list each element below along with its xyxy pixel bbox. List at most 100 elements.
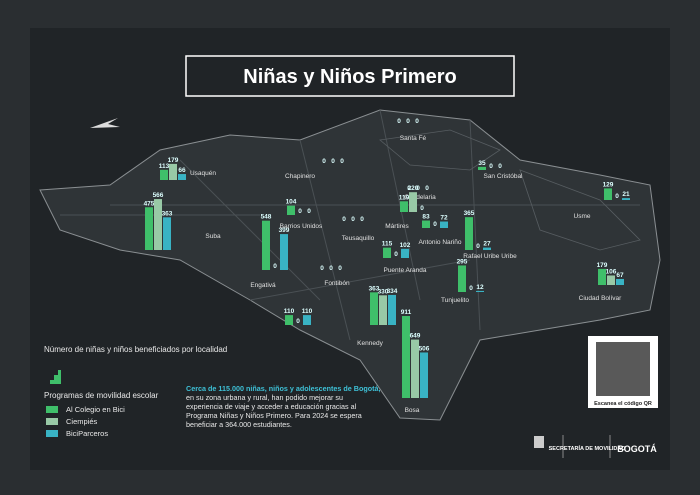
value-label: 115 [382, 241, 393, 248]
bar [154, 199, 162, 250]
note-text: en su zona urbana y rural, han podido me… [186, 393, 362, 429]
legend-swatch [46, 406, 58, 413]
value-label: 110 [302, 308, 313, 315]
value-label: 110 [284, 308, 295, 315]
value-label: 0 [397, 118, 401, 125]
locality-name: Teusaquillo [342, 235, 375, 242]
value-label: 0 [425, 185, 429, 192]
qr-caption: Escanea el código QR [594, 401, 652, 407]
value-label: 0 [420, 205, 424, 212]
value-label: 506 [419, 345, 430, 352]
value-label: 0 [415, 118, 419, 125]
bar [370, 292, 378, 325]
value-label: 649 [410, 333, 421, 340]
bar [411, 339, 419, 398]
value-label: 0 [322, 158, 326, 165]
value-label: 0 [476, 243, 480, 250]
value-label: 0 [406, 118, 410, 125]
bar [458, 265, 466, 292]
value-label: 0 [296, 318, 300, 325]
bar [598, 268, 606, 285]
value-label: 0 [615, 193, 619, 200]
bar [145, 207, 153, 250]
locality-name: Chapinero [285, 173, 315, 180]
bar [409, 192, 417, 212]
value-label: 295 [457, 258, 468, 265]
value-label: 0 [329, 265, 333, 272]
note-highlight: Cerca de 115.000 niñas, niños y adolesce… [186, 384, 381, 393]
value-label: 0 [360, 216, 364, 223]
locality-name: Fontibón [324, 280, 350, 287]
value-label: 363 [369, 285, 380, 292]
value-label: 66 [178, 167, 186, 174]
locality-name: Ciudad Bolívar [579, 295, 622, 302]
value-label: 179 [597, 262, 608, 269]
bar [604, 188, 612, 200]
locality-name: Mártires [385, 223, 409, 230]
qr-pattern [596, 342, 650, 396]
bar [422, 220, 430, 228]
locality-name: Barrios Unidos [280, 223, 323, 230]
bar [285, 315, 293, 325]
value-label: 911 [401, 309, 412, 316]
value-label: 0 [340, 158, 344, 165]
bar [379, 295, 387, 325]
value-label: 220 [408, 185, 419, 192]
value-label: 106 [606, 268, 617, 275]
value-label: 0 [498, 163, 502, 170]
value-label: 104 [286, 199, 297, 206]
legend-label: Al Colegio en Bici [66, 405, 125, 414]
value-label: 566 [153, 192, 164, 199]
legend-icon [46, 370, 61, 384]
locality-name: Kennedy [357, 340, 383, 347]
value-label: 475 [144, 200, 155, 207]
bar [287, 205, 295, 215]
value-label: 113 [159, 163, 170, 170]
bar [483, 247, 491, 250]
logo-movilidad: SECRETARÍA DE MOVILIDAD [549, 444, 626, 452]
locality-borders [379, 129, 641, 251]
value-label: 363 [162, 210, 173, 217]
value-label: 0 [394, 251, 398, 258]
value-label: 0 [351, 216, 355, 223]
value-label: 0 [307, 208, 311, 215]
locality-name: Tunjuelito [441, 297, 469, 304]
locality-name: Usme [574, 213, 591, 220]
value-label: 35 [478, 160, 486, 167]
value-label: 0 [407, 185, 411, 192]
locality-name: San Cristóbal [483, 173, 523, 180]
value-label: 129 [603, 181, 614, 188]
locality-name: Usaquén [190, 170, 216, 177]
value-label: 12 [476, 284, 484, 291]
value-label: 0 [433, 221, 437, 228]
bar [478, 166, 486, 170]
bar [160, 169, 168, 180]
programs-title: Programas de movilidad escolar [44, 391, 159, 400]
locality-name: Puente Aranda [383, 267, 426, 274]
locality-name: Bosa [405, 407, 420, 414]
value-label: 0 [273, 263, 277, 270]
legend-swatch [46, 418, 58, 425]
bar [262, 220, 270, 270]
value-label: 399 [279, 227, 290, 234]
bar [622, 198, 630, 200]
coat-of-arms [534, 436, 544, 448]
bar [402, 316, 410, 398]
bar [388, 294, 396, 325]
value-label: 334 [387, 288, 398, 295]
bar [178, 174, 186, 180]
value-label: 0 [338, 265, 342, 272]
value-label: 330 [378, 288, 389, 295]
value-label: 0 [331, 158, 335, 165]
value-label: 0 [342, 216, 346, 223]
bar [400, 201, 408, 212]
legend-label: Ciempiés [66, 417, 98, 426]
title-box [185, 55, 515, 97]
bar [420, 352, 428, 398]
locality-name: Rafael Uribe Uribe [463, 253, 517, 260]
bar [465, 217, 473, 250]
value-label: 548 [261, 214, 272, 221]
bar [383, 247, 391, 258]
value-label: 0 [469, 285, 473, 292]
